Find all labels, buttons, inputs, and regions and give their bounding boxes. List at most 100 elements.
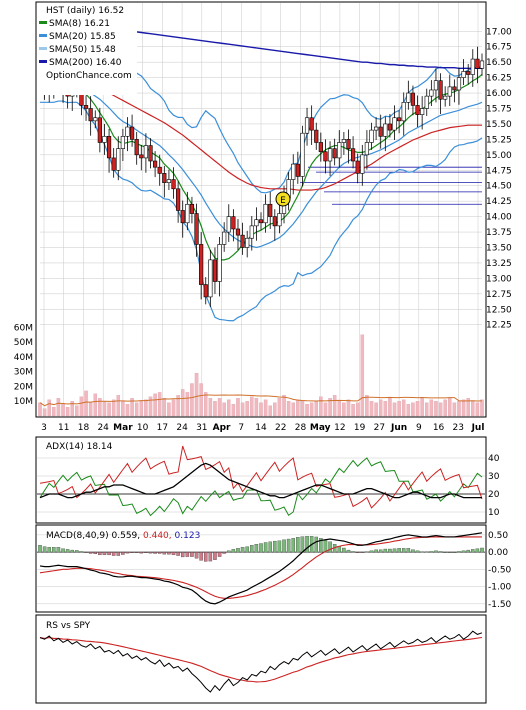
date-tick-label: 31 (196, 423, 207, 433)
macd-histogram-bar (277, 540, 282, 553)
volume-bar (236, 398, 240, 417)
candle-body (456, 77, 462, 91)
macd-signal-value: 0.440, (143, 531, 172, 541)
price-tick-label: 16.75 (486, 43, 512, 53)
macd-histogram-bar (360, 551, 365, 553)
macd-panel-frame (35, 524, 487, 613)
macd-histogram-bar (116, 551, 121, 556)
macd-histogram-bar (98, 551, 102, 556)
volume-bar (61, 404, 65, 417)
volume-tick-label: 40M (14, 353, 33, 363)
legend-box (37, 3, 137, 95)
macd-histogram-bar (176, 551, 180, 556)
macd-histogram-bar (282, 539, 286, 553)
candle-body (258, 219, 264, 224)
volume-bar (259, 402, 263, 417)
candle-body (217, 244, 222, 282)
volume-bar (52, 406, 56, 417)
date-tick-label: 10 (137, 423, 149, 433)
macd-hist-value: 0.123 (175, 531, 201, 541)
volume-bar (360, 334, 365, 417)
date-tick-label: 12 (334, 423, 345, 433)
price-tick-label: 13.25 (486, 259, 512, 269)
volume-bar (273, 402, 277, 417)
date-tick-label: Jul (471, 423, 485, 433)
price-tick-label: 15.75 (486, 104, 512, 114)
macd-histogram-bar (259, 543, 263, 553)
macd-histogram-bar (471, 549, 475, 553)
macd-series (37, 532, 485, 605)
macd-histogram-bar (61, 548, 65, 553)
candle-body (102, 135, 107, 143)
volume-bar (190, 383, 194, 417)
volume-bar (448, 398, 452, 417)
candle-body (355, 160, 360, 174)
volume-bar (346, 399, 351, 417)
candle-body (346, 139, 351, 149)
candle-body (387, 123, 393, 131)
date-tick-label: 22 (275, 423, 286, 433)
price-tick-label: 13.00 (486, 274, 512, 284)
volume-bar (420, 398, 424, 417)
candle-body (461, 71, 466, 78)
candle-body (401, 102, 406, 122)
macd-histogram-bar (319, 538, 323, 553)
candle-body (88, 108, 93, 122)
volume-bar (144, 399, 148, 417)
legend-entry: OptionChance.com (46, 71, 132, 81)
volume-bar (397, 401, 401, 417)
price-tick-label: 16.00 (486, 89, 512, 99)
volume-bar (107, 402, 111, 417)
macd-histogram-bar (167, 551, 171, 555)
candle-body (83, 105, 89, 109)
adx-line (39, 462, 482, 499)
volume-tick-label: 60M (14, 323, 33, 333)
candle-body (304, 117, 310, 134)
candle-body (337, 142, 342, 159)
volume-bar (268, 405, 272, 417)
candle-body (378, 126, 383, 137)
macd-histogram-bar (47, 547, 51, 553)
macd-histogram-bar (56, 547, 61, 553)
volume-bar (240, 402, 245, 417)
candle-body (438, 80, 443, 100)
macd-histogram-bar (365, 551, 369, 553)
macd-histogram-bar (401, 548, 406, 553)
candle-body (249, 225, 254, 239)
volume-bar (457, 401, 461, 417)
macd-histogram-bar (452, 551, 457, 553)
macd-histogram-bar (203, 551, 208, 562)
macd-histogram-bar (480, 547, 484, 553)
macd-histogram-bar (199, 551, 203, 561)
volume-bar (466, 398, 470, 417)
price-tick-label: 13.50 (486, 244, 512, 254)
candle-body (245, 237, 250, 248)
candle-body (148, 145, 153, 162)
volume-bar (56, 398, 61, 417)
adx-tick-label: 40 (488, 454, 500, 464)
candle-body (157, 166, 162, 174)
macd-histogram-bar (231, 549, 236, 553)
macd-histogram-bar (475, 548, 480, 553)
macd-histogram-bar (374, 549, 378, 553)
macd-signal-line (39, 536, 482, 599)
price-tick-label: 14.75 (486, 166, 512, 176)
volume-bar (153, 393, 157, 417)
candle-body (254, 219, 259, 227)
macd-histogram-bar (107, 551, 111, 556)
macd-histogram-bar (153, 551, 157, 554)
volume-bar (328, 398, 332, 417)
candle-body (120, 135, 125, 149)
macd-histogram-bar (466, 549, 470, 553)
volume-bar (47, 399, 51, 417)
macd-value: 0.559, (112, 531, 141, 541)
candle-body (171, 179, 176, 190)
rs-title: RS vs SPY (46, 621, 91, 631)
volume-bar (319, 396, 323, 417)
date-tick-label: 7 (238, 423, 244, 433)
macd-tick-label: 0.00 (488, 548, 508, 558)
volume-tick-label: 30M (14, 368, 33, 378)
candle-body (162, 173, 167, 183)
volume-bar (199, 383, 203, 417)
candle-body (364, 142, 369, 156)
